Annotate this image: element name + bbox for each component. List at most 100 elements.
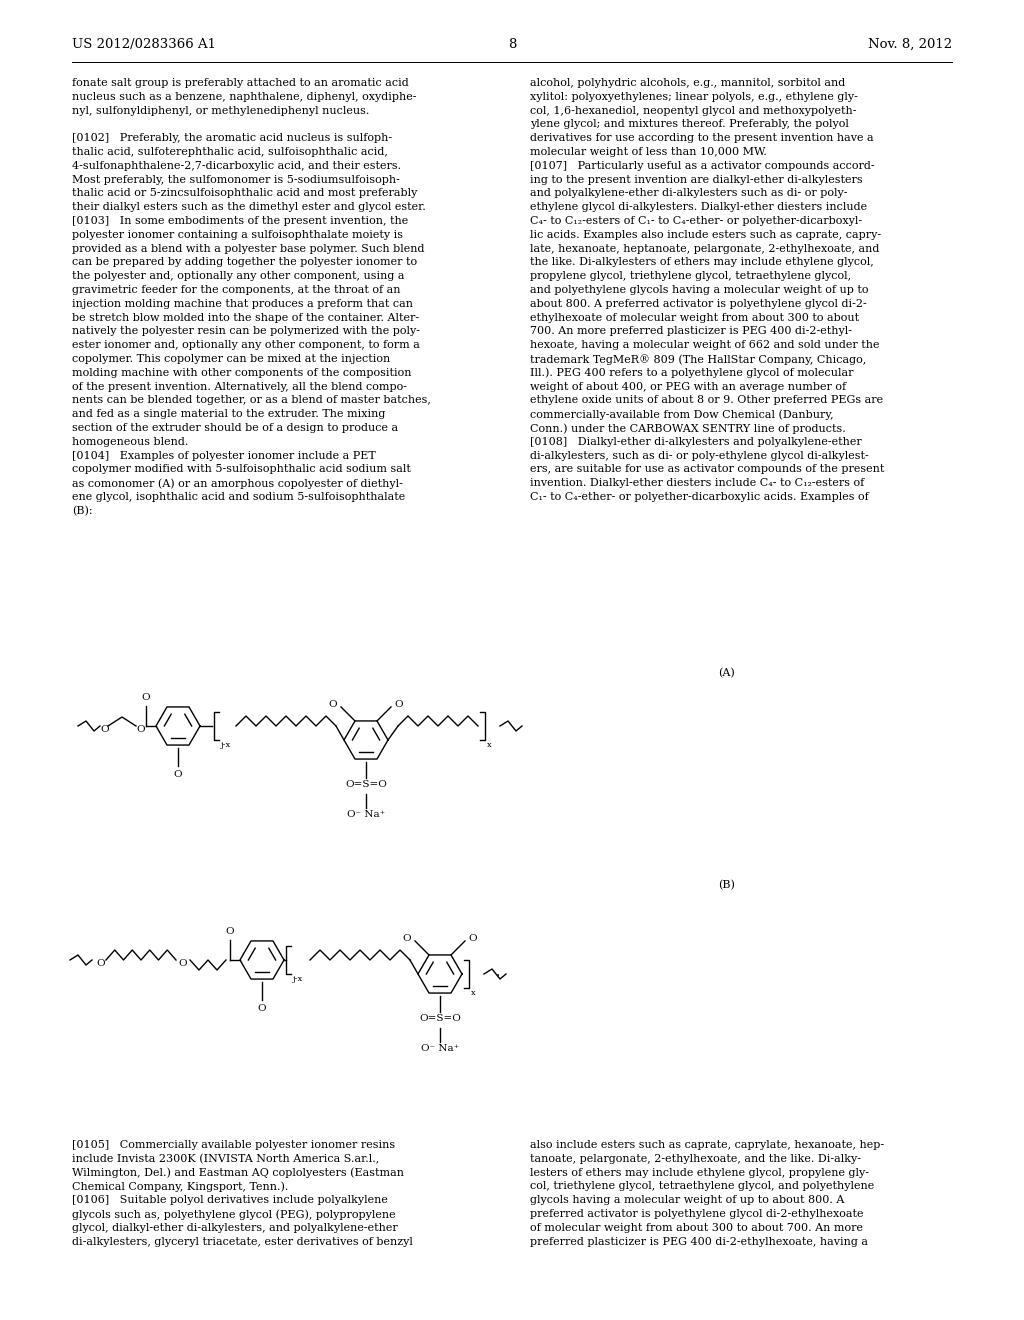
Text: O: O	[469, 935, 477, 944]
Text: O: O	[402, 935, 412, 944]
Text: preferred plasticizer is PEG 400 di-2-ethylhexoate, having a: preferred plasticizer is PEG 400 di-2-et…	[530, 1237, 868, 1246]
Text: nents can be blended together, or as a blend of master batches,: nents can be blended together, or as a b…	[72, 396, 431, 405]
Text: col, 1,6-hexanediol, neopentyl glycol and methoxypolyeth-: col, 1,6-hexanediol, neopentyl glycol an…	[530, 106, 856, 116]
Text: glycols such as, polyethylene glycol (PEG), polypropylene: glycols such as, polyethylene glycol (PE…	[72, 1209, 395, 1220]
Text: O: O	[258, 1005, 266, 1012]
Text: gravimetric feeder for the components, at the throat of an: gravimetric feeder for the components, a…	[72, 285, 400, 294]
Text: O: O	[329, 701, 337, 709]
Text: Chemical Company, Kingsport, Tenn.).: Chemical Company, Kingsport, Tenn.).	[72, 1181, 289, 1192]
Text: x: x	[471, 989, 476, 997]
Text: lesters of ethers may include ethylene glycol, propylene gly-: lesters of ethers may include ethylene g…	[530, 1168, 869, 1177]
Text: and polyalkylene-ether di-alkylesters such as di- or poly-: and polyalkylene-ether di-alkylesters su…	[530, 189, 848, 198]
Text: their dialkyl esters such as the dimethyl ester and glycol ester.: their dialkyl esters such as the dimethy…	[72, 202, 426, 213]
Text: US 2012/0283366 A1: US 2012/0283366 A1	[72, 38, 216, 51]
Text: [0107]   Particularly useful as a activator compounds accord-: [0107] Particularly useful as a activato…	[530, 161, 874, 170]
Text: C₄- to C₁₂-esters of C₁- to C₄-ether- or polyether-dicarboxyl-: C₄- to C₁₂-esters of C₁- to C₄-ether- or…	[530, 216, 862, 226]
Text: C₁- to C₄-ether- or polyether-dicarboxylic acids. Examples of: C₁- to C₄-ether- or polyether-dicarboxyl…	[530, 492, 868, 502]
Text: nucleus such as a benzene, naphthalene, diphenyl, oxydiphe-: nucleus such as a benzene, naphthalene, …	[72, 92, 417, 102]
Text: propylene glycol, triethylene glycol, tetraethylene glycol,: propylene glycol, triethylene glycol, te…	[530, 271, 851, 281]
Text: weight of about 400, or PEG with an average number of: weight of about 400, or PEG with an aver…	[530, 381, 846, 392]
Text: section of the extruder should be of a design to produce a: section of the extruder should be of a d…	[72, 422, 398, 433]
Text: O⁻ Na⁺: O⁻ Na⁺	[421, 1044, 459, 1053]
Text: [0103]   In some embodiments of the present invention, the: [0103] In some embodiments of the presen…	[72, 216, 409, 226]
Text: include Invista 2300K (INVISTA North America S.ar.l.,: include Invista 2300K (INVISTA North Ame…	[72, 1154, 379, 1164]
Text: late, hexanoate, heptanoate, pelargonate, 2-ethylhexoate, and: late, hexanoate, heptanoate, pelargonate…	[530, 244, 880, 253]
Text: ethylene oxide units of about 8 or 9. Other preferred PEGs are: ethylene oxide units of about 8 or 9. Ot…	[530, 396, 883, 405]
Text: (A): (A)	[718, 668, 735, 678]
Text: Nov. 8, 2012: Nov. 8, 2012	[868, 38, 952, 51]
Text: glycols having a molecular weight of up to about 800. A: glycols having a molecular weight of up …	[530, 1195, 845, 1205]
Text: O: O	[141, 693, 151, 702]
Text: [0105]   Commercially available polyester ionomer resins: [0105] Commercially available polyester …	[72, 1140, 395, 1150]
Text: j-x: j-x	[221, 741, 231, 748]
Text: the like. Di-alkylesters of ethers may include ethylene glycol,: the like. Di-alkylesters of ethers may i…	[530, 257, 873, 268]
Text: ester ionomer and, optionally any other component, to form a: ester ionomer and, optionally any other …	[72, 341, 420, 350]
Text: O⁻ Na⁺: O⁻ Na⁺	[347, 810, 385, 818]
Text: 4-sulfonaphthalene-2,7-dicarboxylic acid, and their esters.: 4-sulfonaphthalene-2,7-dicarboxylic acid…	[72, 161, 401, 170]
Text: copolymer modified with 5-sulfoisophthalic acid sodium salt: copolymer modified with 5-sulfoisophthal…	[72, 465, 411, 474]
Text: xylitol: polyoxyethylenes; linear polyols, e.g., ethylene gly-: xylitol: polyoxyethylenes; linear polyol…	[530, 92, 858, 102]
Text: copolymer. This copolymer can be mixed at the injection: copolymer. This copolymer can be mixed a…	[72, 354, 390, 364]
Text: Ill.). PEG 400 refers to a polyethylene glycol of molecular: Ill.). PEG 400 refers to a polyethylene …	[530, 368, 853, 379]
Text: j-x: j-x	[293, 975, 303, 983]
Text: [0102]   Preferably, the aromatic acid nucleus is sulfoph-: [0102] Preferably, the aromatic acid nuc…	[72, 133, 392, 143]
Text: preferred activator is polyethylene glycol di-2-ethylhexoate: preferred activator is polyethylene glyc…	[530, 1209, 863, 1218]
Text: O=S=O: O=S=O	[345, 780, 387, 789]
Text: lic acids. Examples also include esters such as caprate, capry-: lic acids. Examples also include esters …	[530, 230, 881, 240]
Text: nyl, sulfonyldiphenyl, or methylenediphenyl nucleus.: nyl, sulfonyldiphenyl, or methylenediphe…	[72, 106, 370, 116]
Text: O: O	[136, 726, 144, 734]
Text: [0108]   Dialkyl-ether di-alkylesters and polyalkylene-ether: [0108] Dialkyl-ether di-alkylesters and …	[530, 437, 862, 446]
Text: 700. An more preferred plasticizer is PEG 400 di-2-ethyl-: 700. An more preferred plasticizer is PE…	[530, 326, 852, 337]
Text: di-alkylesters, glyceryl triacetate, ester derivatives of benzyl: di-alkylesters, glyceryl triacetate, est…	[72, 1237, 413, 1246]
Text: injection molding machine that produces a preform that can: injection molding machine that produces …	[72, 298, 413, 309]
Text: about 800. A preferred activator is polyethylene glycol di-2-: about 800. A preferred activator is poly…	[530, 298, 866, 309]
Text: ing to the present invention are dialkyl-ether di-alkylesters: ing to the present invention are dialkyl…	[530, 174, 862, 185]
Text: (B): (B)	[718, 880, 735, 890]
Text: and polyethylene glycols having a molecular weight of up to: and polyethylene glycols having a molecu…	[530, 285, 868, 294]
Text: commercially-available from Dow Chemical (Danbury,: commercially-available from Dow Chemical…	[530, 409, 834, 420]
Text: of molecular weight from about 300 to about 700. An more: of molecular weight from about 300 to ab…	[530, 1222, 863, 1233]
Text: ethylene glycol di-alkylesters. Dialkyl-ether diesters include: ethylene glycol di-alkylesters. Dialkyl-…	[530, 202, 867, 213]
Text: molecular weight of less than 10,000 MW.: molecular weight of less than 10,000 MW.	[530, 147, 767, 157]
Text: be stretch blow molded into the shape of the container. Alter-: be stretch blow molded into the shape of…	[72, 313, 419, 322]
Text: di-alkylesters, such as di- or poly-ethylene glycol di-alkylest-: di-alkylesters, such as di- or poly-ethy…	[530, 450, 868, 461]
Text: ene glycol, isophthalic acid and sodium 5-sulfoisophthalate: ene glycol, isophthalic acid and sodium …	[72, 492, 406, 502]
Text: .: .	[496, 965, 501, 979]
Text: x: x	[487, 741, 492, 748]
Text: natively the polyester resin can be polymerized with the poly-: natively the polyester resin can be poly…	[72, 326, 420, 337]
Text: O: O	[225, 927, 234, 936]
Text: polyester ionomer containing a sulfoisophthalate moiety is: polyester ionomer containing a sulfoisop…	[72, 230, 403, 240]
Text: can be prepared by adding together the polyester ionomer to: can be prepared by adding together the p…	[72, 257, 417, 268]
Text: O: O	[100, 726, 109, 734]
Text: col, triethylene glycol, tetraethylene glycol, and polyethylene: col, triethylene glycol, tetraethylene g…	[530, 1181, 874, 1192]
Text: hexoate, having a molecular weight of 662 and sold under the: hexoate, having a molecular weight of 66…	[530, 341, 880, 350]
Text: and fed as a single material to the extruder. The mixing: and fed as a single material to the extr…	[72, 409, 385, 420]
Text: O: O	[394, 701, 403, 709]
Text: homogeneous blend.: homogeneous blend.	[72, 437, 188, 446]
Text: of the present invention. Alternatively, all the blend compo-: of the present invention. Alternatively,…	[72, 381, 407, 392]
Text: Wilmington, Del.) and Eastman AQ coplolyesters (Eastman: Wilmington, Del.) and Eastman AQ coploly…	[72, 1168, 404, 1179]
Text: 8: 8	[508, 38, 516, 51]
Text: (B):: (B):	[72, 506, 92, 516]
Text: thalic acid, sulfoterephthalic acid, sulfoisophthalic acid,: thalic acid, sulfoterephthalic acid, sul…	[72, 147, 388, 157]
Text: O=S=O: O=S=O	[419, 1014, 461, 1023]
Text: Most preferably, the sulfomonomer is 5-sodiumsulfoisoph-: Most preferably, the sulfomonomer is 5-s…	[72, 174, 400, 185]
Text: thalic acid or 5-zincsulfoisophthalic acid and most preferably: thalic acid or 5-zincsulfoisophthalic ac…	[72, 189, 418, 198]
Text: glycol, dialkyl-ether di-alkylesters, and polyalkylene-ether: glycol, dialkyl-ether di-alkylesters, an…	[72, 1222, 397, 1233]
Text: O: O	[174, 770, 182, 779]
Text: ers, are suitable for use as activator compounds of the present: ers, are suitable for use as activator c…	[530, 465, 885, 474]
Text: alcohol, polyhydric alcohols, e.g., mannitol, sorbitol and: alcohol, polyhydric alcohols, e.g., mann…	[530, 78, 845, 88]
Text: the polyester and, optionally any other component, using a: the polyester and, optionally any other …	[72, 271, 404, 281]
Text: O: O	[96, 960, 104, 969]
Text: trademark TegMeR® 809 (The HallStar Company, Chicago,: trademark TegMeR® 809 (The HallStar Comp…	[530, 354, 866, 364]
Text: [0104]   Examples of polyester ionomer include a PET: [0104] Examples of polyester ionomer inc…	[72, 450, 376, 461]
Text: as comonomer (A) or an amorphous copolyester of diethyl-: as comonomer (A) or an amorphous copolye…	[72, 478, 402, 488]
Text: tanoate, pelargonate, 2-ethylhexoate, and the like. Di-alky-: tanoate, pelargonate, 2-ethylhexoate, an…	[530, 1154, 861, 1164]
Text: ethylhexoate of molecular weight from about 300 to about: ethylhexoate of molecular weight from ab…	[530, 313, 859, 322]
Text: derivatives for use according to the present invention have a: derivatives for use according to the pre…	[530, 133, 873, 143]
Text: Conn.) under the CARBOWAX SENTRY line of products.: Conn.) under the CARBOWAX SENTRY line of…	[530, 422, 846, 433]
Text: ylene glycol; and mixtures thereof. Preferably, the polyol: ylene glycol; and mixtures thereof. Pref…	[530, 119, 849, 129]
Text: [0106]   Suitable polyol derivatives include polyalkylene: [0106] Suitable polyol derivatives inclu…	[72, 1195, 388, 1205]
Text: fonate salt group is preferably attached to an aromatic acid: fonate salt group is preferably attached…	[72, 78, 409, 88]
Text: O: O	[178, 960, 186, 969]
